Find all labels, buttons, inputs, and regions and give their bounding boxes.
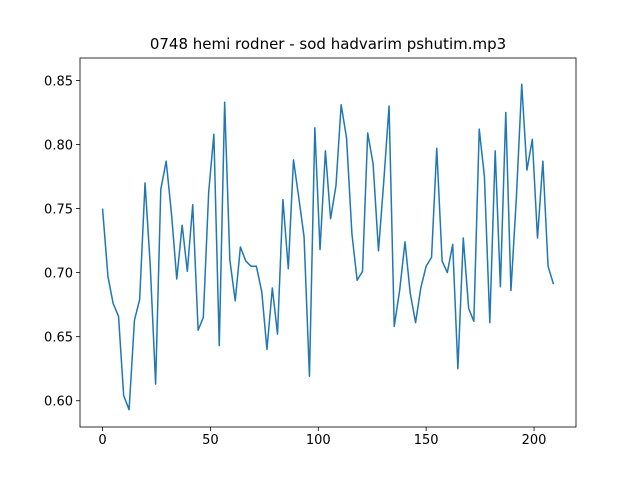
y-tick-label: 0.75 xyxy=(44,203,73,218)
chart-title: 0748 hemi rodner - sod hadvarim pshutim.… xyxy=(150,35,506,53)
x-tick-label: 0 xyxy=(98,433,106,448)
y-tick-label: 0.70 xyxy=(44,267,73,282)
x-tick-label: 100 xyxy=(306,433,331,448)
y-tick-label: 0.65 xyxy=(44,331,73,346)
x-tick-label: 50 xyxy=(202,433,219,448)
y-tick-label: 0.85 xyxy=(44,74,73,89)
x-tick-label: 150 xyxy=(414,433,439,448)
line xyxy=(101,83,555,411)
y-tick-label: 0.80 xyxy=(44,138,73,153)
y-tick-label: 0.60 xyxy=(44,395,73,410)
x-tick-label: 200 xyxy=(522,433,547,448)
plot-frame xyxy=(79,57,577,428)
